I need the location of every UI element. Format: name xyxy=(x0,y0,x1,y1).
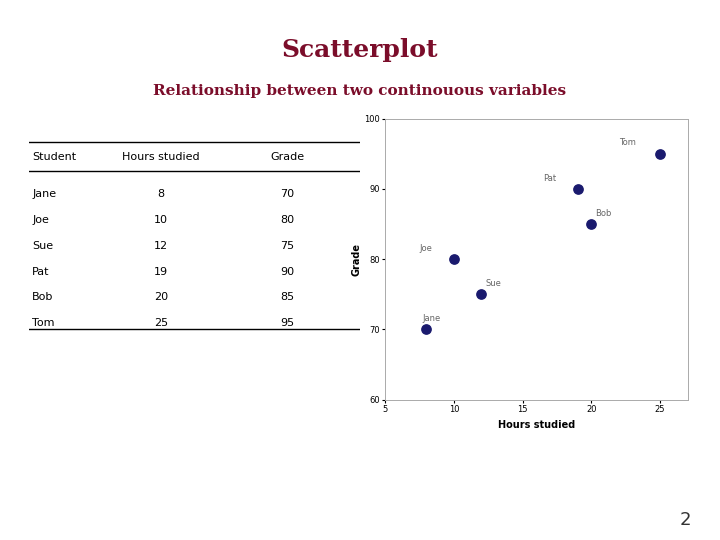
Point xyxy=(448,255,459,264)
Text: Sue: Sue xyxy=(32,241,53,251)
Text: 20: 20 xyxy=(154,293,168,302)
Text: Student: Student xyxy=(32,152,76,162)
Text: Tom: Tom xyxy=(32,318,55,328)
Point xyxy=(420,325,432,334)
Text: Scatterplot: Scatterplot xyxy=(282,38,438,62)
Text: Bob: Bob xyxy=(32,293,53,302)
Text: 70: 70 xyxy=(280,189,294,199)
Text: Relationship between two continouous variables: Relationship between two continouous var… xyxy=(153,84,567,98)
Text: Bob: Bob xyxy=(595,208,612,218)
Point xyxy=(585,220,597,228)
Text: 2: 2 xyxy=(680,511,691,529)
Point xyxy=(476,290,487,299)
Text: Tom: Tom xyxy=(619,138,636,147)
Text: Jane: Jane xyxy=(423,314,441,323)
X-axis label: Hours studied: Hours studied xyxy=(498,420,575,430)
Text: 12: 12 xyxy=(154,241,168,251)
Text: 80: 80 xyxy=(280,215,294,225)
Text: 90: 90 xyxy=(280,267,294,276)
Y-axis label: Grade: Grade xyxy=(351,242,361,276)
Text: 19: 19 xyxy=(154,267,168,276)
Point xyxy=(572,185,583,193)
Text: 85: 85 xyxy=(280,293,294,302)
Text: 95: 95 xyxy=(280,318,294,328)
Text: Hours studied: Hours studied xyxy=(122,152,200,162)
Text: Sue: Sue xyxy=(485,279,501,288)
Text: Pat: Pat xyxy=(544,173,557,183)
Text: Jane: Jane xyxy=(32,189,56,199)
Text: Pat: Pat xyxy=(32,267,50,276)
Point xyxy=(654,150,666,158)
Text: 25: 25 xyxy=(154,318,168,328)
Text: Grade: Grade xyxy=(270,152,304,162)
Text: 8: 8 xyxy=(158,189,165,199)
Text: 75: 75 xyxy=(280,241,294,251)
Text: Joe: Joe xyxy=(32,215,49,225)
Text: 10: 10 xyxy=(154,215,168,225)
Text: Joe: Joe xyxy=(420,244,433,253)
